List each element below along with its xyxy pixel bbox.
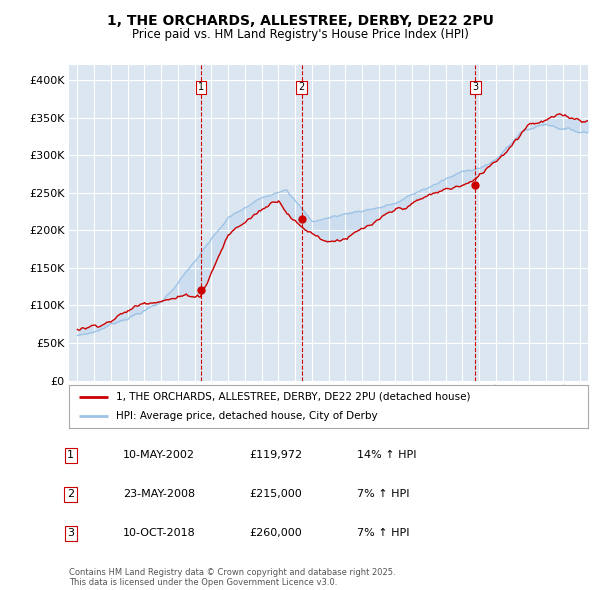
Text: £260,000: £260,000 <box>249 529 302 538</box>
Text: 1: 1 <box>67 451 74 460</box>
Text: 23-MAY-2008: 23-MAY-2008 <box>123 490 195 499</box>
Text: 1, THE ORCHARDS, ALLESTREE, DERBY, DE22 2PU (detached house): 1, THE ORCHARDS, ALLESTREE, DERBY, DE22 … <box>116 392 470 402</box>
Text: Price paid vs. HM Land Registry's House Price Index (HPI): Price paid vs. HM Land Registry's House … <box>131 28 469 41</box>
Text: 10-OCT-2018: 10-OCT-2018 <box>123 529 196 538</box>
Text: 3: 3 <box>67 529 74 538</box>
Text: £119,972: £119,972 <box>249 451 302 460</box>
Text: 7% ↑ HPI: 7% ↑ HPI <box>357 490 409 499</box>
Text: £215,000: £215,000 <box>249 490 302 499</box>
Text: 7% ↑ HPI: 7% ↑ HPI <box>357 529 409 538</box>
Text: 14% ↑ HPI: 14% ↑ HPI <box>357 451 416 460</box>
Text: 3: 3 <box>472 83 479 93</box>
Text: Contains HM Land Registry data © Crown copyright and database right 2025.
This d: Contains HM Land Registry data © Crown c… <box>69 568 395 587</box>
Text: 2: 2 <box>67 490 74 499</box>
Text: 2: 2 <box>298 83 305 93</box>
Text: 10-MAY-2002: 10-MAY-2002 <box>123 451 195 460</box>
Text: 1: 1 <box>197 83 203 93</box>
Text: HPI: Average price, detached house, City of Derby: HPI: Average price, detached house, City… <box>116 411 377 421</box>
Text: 1, THE ORCHARDS, ALLESTREE, DERBY, DE22 2PU: 1, THE ORCHARDS, ALLESTREE, DERBY, DE22 … <box>107 14 493 28</box>
